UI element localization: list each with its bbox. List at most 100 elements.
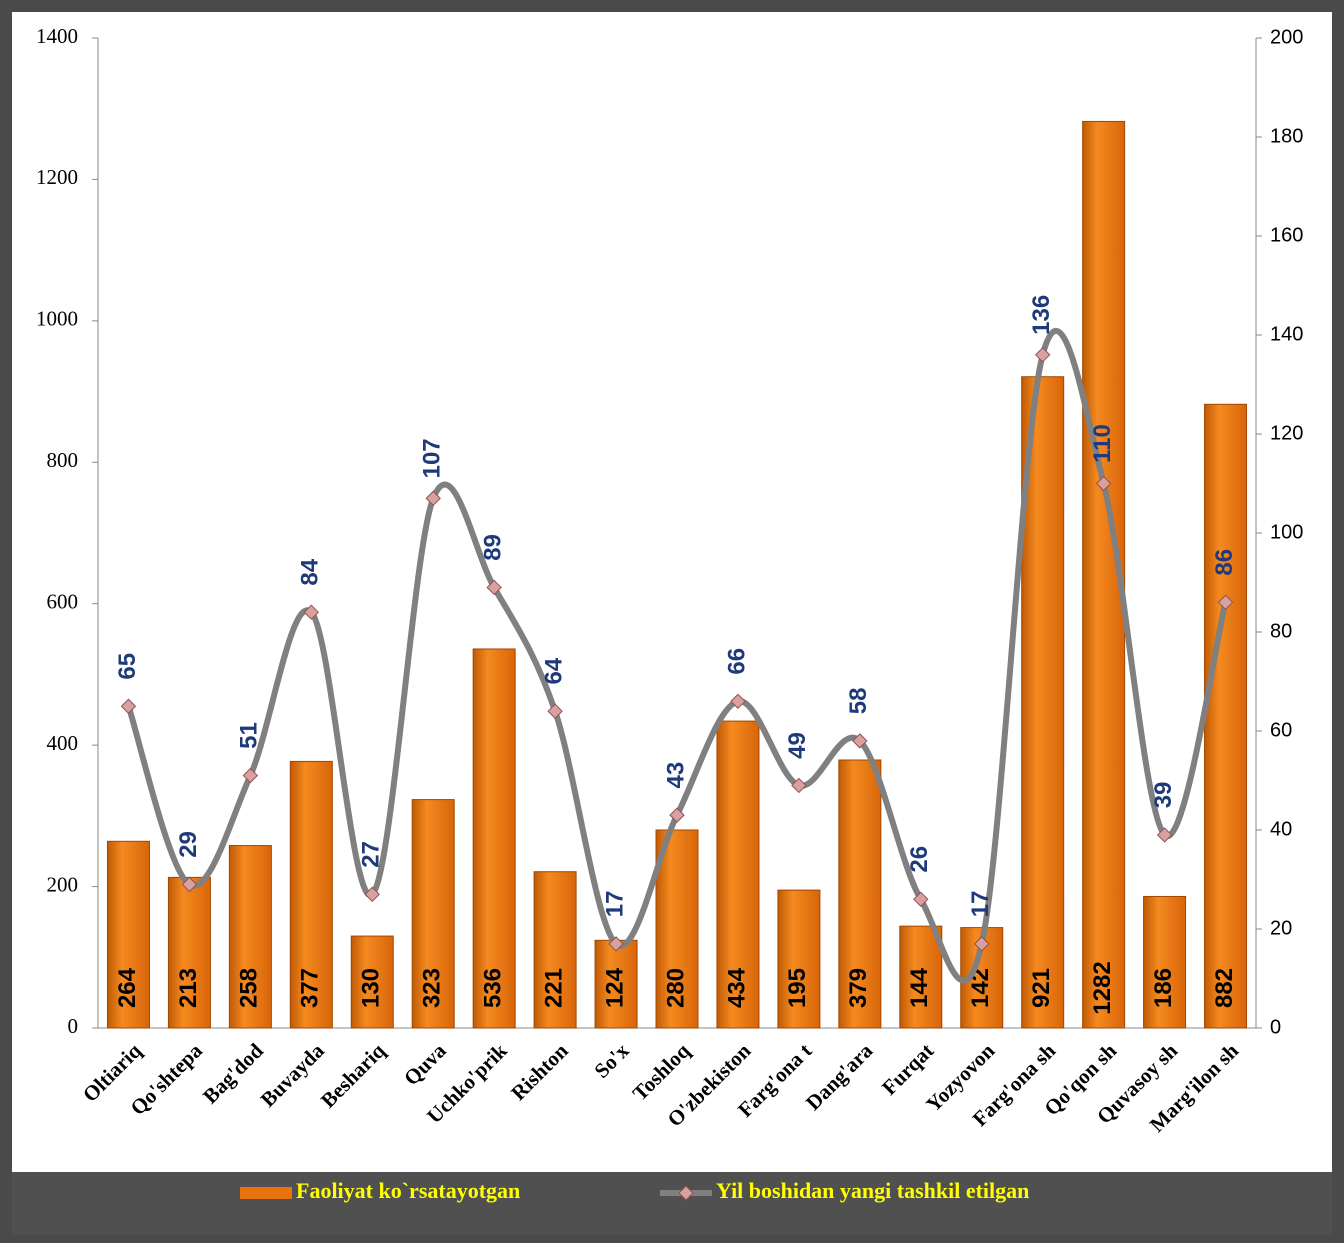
line-value-label: 58: [845, 688, 872, 715]
line-marker: [425, 490, 441, 507]
legend-label: Faoliyat ko`rsatayotgan: [296, 1178, 520, 1203]
line-value-label: 84: [297, 558, 324, 585]
line-value-label: 89: [480, 534, 507, 561]
line-marker: [486, 579, 502, 596]
bar: [594, 939, 638, 1029]
line-value-label: 66: [723, 648, 750, 675]
bar: [899, 925, 943, 1029]
line-value-label: 27: [358, 841, 385, 868]
line-marker: [1095, 475, 1112, 492]
bar: [1143, 895, 1187, 1029]
bar-value-label: 1282: [1089, 961, 1116, 1014]
line-marker: [608, 936, 624, 952]
y-tick-label: 400: [47, 731, 79, 755]
bar-value-label: 264: [114, 967, 141, 1008]
line-value-label: 65: [114, 653, 141, 680]
bar-value-label: 124: [601, 967, 628, 1008]
line-marker: [669, 807, 685, 823]
bar-value-label: 186: [1150, 968, 1177, 1008]
bar: [655, 829, 699, 1029]
line-marker: [303, 604, 320, 620]
bar: [350, 935, 394, 1029]
y2-tick-label: 200: [1270, 26, 1303, 48]
y2-tick-label: 160: [1270, 224, 1303, 246]
y2-tick-label: 0: [1270, 1016, 1281, 1038]
line-marker: [364, 886, 380, 903]
line-marker: [852, 733, 868, 749]
line-marker: [974, 936, 990, 952]
line-marker: [730, 693, 746, 710]
bar: [228, 845, 272, 1029]
line-value-label: 29: [175, 831, 202, 858]
bar: [716, 720, 760, 1029]
line-value-label: 17: [601, 890, 628, 917]
y-tick-label: 600: [47, 590, 79, 614]
bar: [533, 871, 577, 1029]
y2-tick-label: 120: [1270, 422, 1303, 444]
bar-value-label: 882: [1211, 968, 1238, 1008]
bar-value-label: 377: [297, 968, 324, 1008]
legend-marker: [678, 1185, 694, 1201]
bar-value-label: 323: [419, 968, 446, 1008]
y2-tick-label: 100: [1270, 521, 1303, 543]
y2-tick-label: 140: [1270, 323, 1303, 345]
y2-tick-label: 60: [1270, 719, 1292, 741]
bar-value-label: 921: [1028, 968, 1055, 1008]
bar-value-label: 434: [723, 967, 750, 1008]
legend-band: [12, 1172, 1332, 1234]
line-marker: [913, 891, 929, 908]
y2-tick-label: 180: [1270, 125, 1303, 147]
y-tick-label: 200: [47, 872, 79, 896]
line-marker: [547, 703, 563, 719]
bar: [411, 799, 455, 1029]
bar: [167, 876, 211, 1029]
bar-value-label: 195: [784, 968, 811, 1008]
line-marker: [1034, 347, 1051, 363]
bar: [838, 759, 882, 1029]
line-marker: [181, 876, 198, 893]
y2-tick-label: 20: [1270, 917, 1292, 939]
bar: [1021, 376, 1065, 1029]
bar-value-label: 144: [906, 967, 933, 1008]
y-tick-label: 1000: [36, 307, 78, 331]
y-tick-label: 0: [68, 1014, 79, 1038]
bar: [1204, 403, 1248, 1029]
bar-value-label: 130: [358, 968, 385, 1008]
line-value-label: 107: [419, 438, 446, 478]
line-value-label: 64: [540, 657, 567, 684]
y-tick-label: 800: [47, 448, 79, 472]
bar: [777, 889, 821, 1029]
line-marker: [1217, 594, 1234, 611]
line-marker: [791, 777, 807, 794]
line-marker: [242, 767, 259, 784]
line-value-label: 110: [1089, 424, 1116, 463]
bar-value-label: 280: [662, 968, 689, 1008]
bar: [289, 760, 333, 1029]
line-marker: [120, 698, 137, 714]
line-value-label: 39: [1150, 782, 1177, 809]
bar-value-label: 536: [480, 968, 507, 1008]
line-marker: [1156, 827, 1173, 843]
bar-value-label: 221: [540, 968, 567, 1008]
bar: [472, 648, 516, 1029]
line-value-label: 51: [236, 722, 263, 749]
y-tick-label: 1400: [36, 24, 78, 48]
y2-tick-label: 40: [1270, 818, 1292, 840]
legend-label: Yil boshidan yangi tashkil etilgan: [716, 1178, 1029, 1203]
y2-tick-label: 80: [1270, 620, 1292, 642]
bar: [106, 840, 150, 1029]
legend-swatch: [240, 1187, 292, 1199]
bar-value-label: 379: [845, 968, 872, 1008]
bar-value-label: 258: [236, 968, 263, 1008]
line: [125, 327, 1229, 984]
line-value-label: 86: [1211, 549, 1238, 576]
line-value-label: 17: [967, 890, 994, 917]
line-value-label: 136: [1028, 295, 1055, 335]
y-tick-label: 1200: [36, 165, 78, 189]
line-value-label: 49: [784, 732, 811, 759]
line-value-label: 26: [906, 846, 933, 873]
line-value-label: 43: [662, 762, 689, 789]
bar-value-label: 213: [175, 968, 202, 1008]
